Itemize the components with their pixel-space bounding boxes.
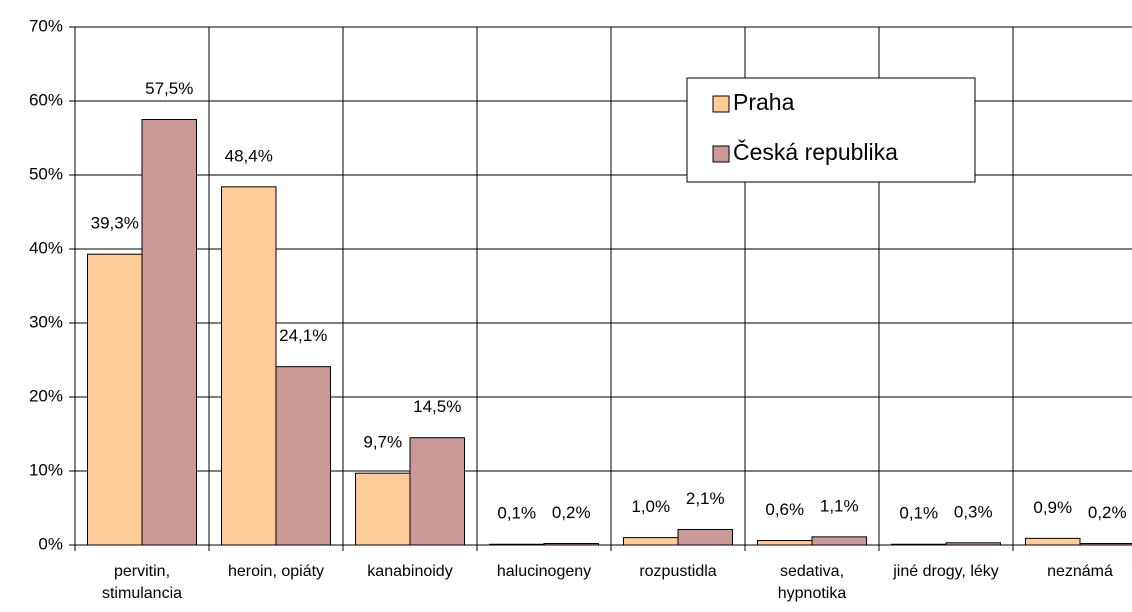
x-tick-label: neznámá [1047, 563, 1113, 580]
data-label: 9,7% [363, 433, 402, 452]
bar [757, 540, 813, 546]
x-tick-label: jiné drogy, léky [893, 563, 999, 580]
bar [141, 119, 197, 546]
bar [811, 536, 867, 546]
data-label: 0,9% [1033, 498, 1072, 517]
bar [677, 528, 733, 546]
x-tick-label: kanabinoidy [367, 563, 453, 580]
data-label: 48,4% [225, 146, 273, 165]
y-tick-label: 30% [29, 312, 63, 331]
x-tick-label: heroin, opiáty [227, 563, 325, 580]
data-label: 39,3% [91, 214, 139, 233]
x-tick-label: rozpustidla [639, 563, 717, 580]
y-tick-label: 20% [29, 386, 63, 405]
legend-label: Česká republika [733, 138, 898, 165]
bar [623, 537, 679, 546]
data-label: 57,5% [145, 79, 193, 98]
bar [1025, 537, 1081, 546]
data-label: 14,5% [413, 397, 461, 416]
data-label: 0,2% [1088, 503, 1127, 522]
data-label: 2,1% [686, 489, 725, 508]
data-label: 24,1% [279, 326, 327, 345]
y-tick-label: 50% [29, 164, 63, 183]
legend-swatch [712, 145, 730, 163]
data-label: 0,6% [765, 500, 804, 519]
x-tick-label: sedativa, hypnotika [777, 563, 847, 602]
legend-label: Praha [733, 89, 795, 115]
legend-swatch [712, 95, 730, 113]
y-tick-label: 40% [29, 238, 63, 257]
y-tick-label: 60% [29, 90, 63, 109]
bar [355, 472, 411, 546]
data-label: 0,1% [899, 504, 938, 523]
data-label: 0,1% [497, 504, 536, 523]
x-tick-label: pervitin, stimulancia [101, 563, 183, 602]
y-tick-label: 0% [38, 534, 63, 553]
y-tick-label: 10% [29, 460, 63, 479]
data-label: 0,3% [954, 502, 993, 521]
bar [221, 186, 277, 546]
bar [409, 437, 465, 546]
data-label: 0,2% [552, 503, 591, 522]
y-tick-label: 70% [29, 16, 63, 35]
legend-box [686, 77, 976, 183]
bar [275, 366, 331, 546]
data-label: 1,0% [631, 497, 670, 516]
x-tick-label: halucinogeny [496, 563, 592, 580]
data-label: 1,1% [820, 496, 859, 515]
bar [87, 253, 143, 546]
